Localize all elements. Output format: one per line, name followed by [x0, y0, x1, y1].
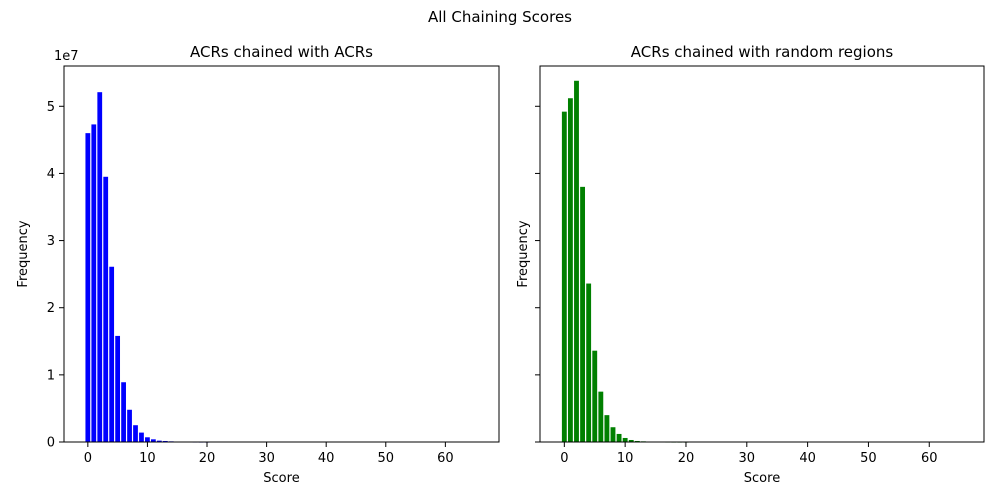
bar [634, 440, 640, 442]
chart-title: ACRs chained with ACRs [190, 43, 373, 61]
bar [85, 133, 91, 442]
bar [115, 335, 121, 442]
bar [133, 425, 138, 442]
y-tick-label: 2 [47, 301, 55, 316]
y-axis-label: Frequency [516, 220, 531, 287]
axes-frame [63, 65, 500, 443]
chart-right: 0 10 20 30 40 50 60 ACRs chained with random re… [516, 43, 985, 486]
x-tick-label: 0 [560, 451, 568, 466]
bar [574, 80, 579, 443]
bar [151, 439, 156, 442]
x-tick-label: 30 [258, 451, 275, 466]
bar [616, 433, 622, 442]
bar [162, 440, 168, 442]
axes-frame [539, 65, 985, 443]
x-axis-label: Score [744, 471, 780, 486]
y-tick-label: 1 [47, 368, 55, 383]
x-tick-label: 30 [739, 451, 756, 466]
x-tick-label: 60 [437, 451, 454, 466]
x-tick-label: 20 [678, 451, 695, 466]
x-tick-label: 10 [139, 451, 156, 466]
bar [622, 437, 628, 442]
x-tick-label: 20 [199, 451, 216, 466]
x-tick-label: 50 [860, 451, 877, 466]
bar [97, 92, 103, 442]
bar [580, 186, 586, 442]
bar [156, 440, 162, 442]
y-scale-label: 1e7 [54, 49, 79, 64]
x-tick-label: 40 [318, 451, 335, 466]
y-tick-label: 4 [47, 167, 55, 182]
x-axis-label: Score [263, 471, 299, 486]
bar [628, 439, 634, 442]
bar [561, 111, 567, 443]
y-tick-label: 0 [47, 436, 55, 451]
x-tick-label: 40 [799, 451, 816, 466]
bar [109, 266, 115, 442]
bar [91, 124, 97, 443]
x-tick-label: 0 [84, 451, 92, 466]
bar [139, 432, 144, 442]
chart-left: 0 10 20 30 40 50 60 0 1 2 3 4 5 1e7 ACRs chained with … [16, 43, 500, 486]
y-axis-label: Frequency [16, 220, 31, 287]
x-tick-label: 10 [617, 451, 634, 466]
bar [598, 391, 604, 442]
bar [586, 283, 592, 442]
x-tick-label: 60 [921, 451, 938, 466]
chart-title: ACRs chained with random regions [631, 43, 894, 61]
y-tick-label: 5 [47, 100, 55, 115]
bar [592, 350, 598, 442]
bar [567, 98, 573, 442]
bar [145, 437, 150, 442]
y-tick-label: 3 [47, 234, 55, 249]
bar [121, 382, 126, 442]
bar [604, 415, 610, 442]
bar [103, 176, 109, 443]
bar [610, 427, 616, 442]
x-tick-label: 50 [378, 451, 395, 466]
figure-title: All Chaining Scores [428, 8, 572, 26]
bar [127, 409, 132, 442]
